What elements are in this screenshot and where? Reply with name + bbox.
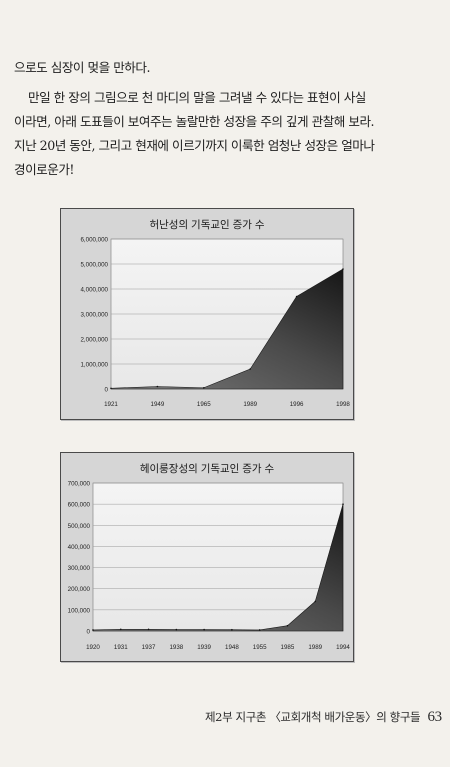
x-tick-label: 1998 xyxy=(336,401,350,408)
x-tick-label: 1985 xyxy=(281,644,295,651)
body-paragraph: 으로도 심장이 멎을 만하다. 만일 한 장의 그림으로 천 마디의 말을 그려… xyxy=(14,58,386,180)
data-point xyxy=(175,628,178,631)
y-tick-label: 400,000 xyxy=(68,544,91,551)
chart-title: 허난성의 기독교인 증가 수 xyxy=(149,219,264,231)
running-head: 제2부 지구촌 〈교회개척 배가운동〉의 향구들 xyxy=(205,710,421,724)
x-tick-label: 1920 xyxy=(86,644,100,651)
y-tick-label: 300,000 xyxy=(68,565,91,572)
x-tick-label: 1965 xyxy=(197,401,211,408)
chart-title: 헤이룽장성의 기독교인 증가 수 xyxy=(140,462,275,475)
data-point xyxy=(203,386,205,389)
y-tick-label: 5,000,000 xyxy=(80,262,108,269)
x-tick-label: 1939 xyxy=(197,644,211,651)
x-tick-label: 1948 xyxy=(225,644,239,651)
page-footer: 제2부 지구촌 〈교회개척 배가운동〉의 향구들 63 xyxy=(205,709,442,726)
y-tick-label: 700,000 xyxy=(68,481,91,488)
data-point xyxy=(110,387,112,390)
plot-area xyxy=(92,482,344,632)
text-line: 경이로운가! xyxy=(14,162,75,177)
data-point xyxy=(231,628,233,631)
text-line: 으로도 심장이 멎을 만하다. xyxy=(14,60,150,75)
henan-chart: 허난성의 기독교인 증가 수 6,000,000 5,000,000 4,000,00… xyxy=(60,208,354,420)
x-tick-label: 1989 xyxy=(243,401,257,408)
henan-chart-svg: 허난성의 기독교인 증가 수 6,000,000 5,000,000 4,000,00… xyxy=(80,219,350,408)
data-point xyxy=(203,628,205,631)
data-point xyxy=(147,628,150,631)
y-tick-label: 3,000,000 xyxy=(80,312,108,319)
data-point xyxy=(258,629,261,631)
x-tick-label: 1937 xyxy=(142,644,156,651)
data-point xyxy=(295,295,298,298)
y-tick-label: 0 xyxy=(105,387,109,394)
y-tick-label: 200,000 xyxy=(68,586,91,593)
data-point xyxy=(342,503,344,505)
y-tick-label: 600,000 xyxy=(68,502,91,509)
x-tick-label: 1955 xyxy=(253,644,267,651)
data-point xyxy=(314,600,317,603)
x-tick-label: 1938 xyxy=(169,644,183,651)
y-tick-label: 0 xyxy=(87,629,91,636)
data-point xyxy=(286,624,289,627)
heilongjiang-chart: 헤이룽장성의 기독교인 증가 수 700,000 600,000 500,000 400… xyxy=(60,452,354,662)
data-point xyxy=(342,268,344,270)
y-tick-label: 500,000 xyxy=(68,523,91,530)
x-tick-label: 1921 xyxy=(104,401,118,408)
y-tick-label: 4,000,000 xyxy=(80,287,108,294)
y-tick-label: 1,000,000 xyxy=(80,362,108,369)
page-number: 63 xyxy=(427,709,442,725)
x-tick-label: 1989 xyxy=(308,644,322,651)
data-point xyxy=(119,628,122,631)
text-line: 만일 한 장의 그림으로 천 마디의 말을 그려낼 수 있다는 표현이 사실 xyxy=(28,90,366,105)
y-tick-label: 100,000 xyxy=(68,607,91,614)
x-tick-label: 1931 xyxy=(114,644,128,651)
x-tick-label: 1949 xyxy=(151,401,165,408)
data-point xyxy=(249,368,251,370)
text-line: 지난 20년 동안, 그리고 현재에 이르기까지 이룩한 엄청난 성장은 얼마나 xyxy=(14,138,375,153)
heilongjiang-chart-svg: 헤이룽장성의 기독교인 증가 수 700,000 600,000 500,000 400… xyxy=(68,462,351,651)
text-line: 이라면, 아래 도표들이 보여주는 놀랄만한 성장을 주의 깊게 관찰해 보라. xyxy=(14,114,375,129)
y-tick-label: 6,000,000 xyxy=(80,237,108,244)
x-tick-label: 1996 xyxy=(290,401,304,408)
y-tick-label: 2,000,000 xyxy=(80,337,108,344)
data-point xyxy=(156,385,159,388)
data-point xyxy=(92,629,94,631)
x-tick-label: 1994 xyxy=(336,644,350,651)
